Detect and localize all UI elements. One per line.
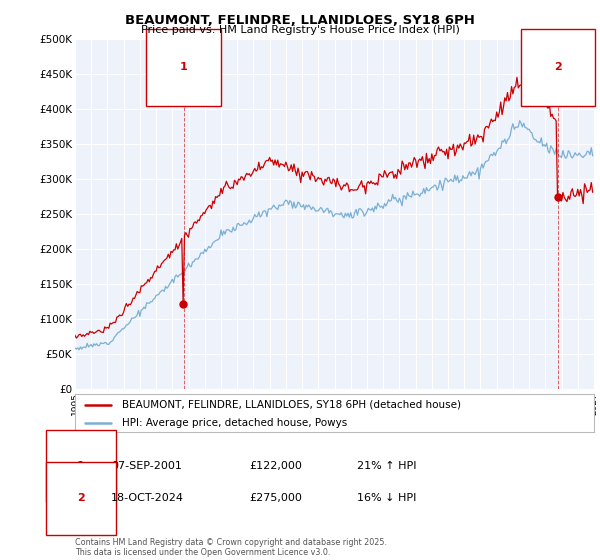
Text: 16% ↓ HPI: 16% ↓ HPI (357, 493, 416, 503)
Text: 2: 2 (77, 493, 85, 503)
Text: £122,000: £122,000 (249, 461, 302, 471)
Text: 2: 2 (554, 62, 562, 72)
Text: 07-SEP-2001: 07-SEP-2001 (111, 461, 182, 471)
Text: 1: 1 (179, 62, 187, 72)
Text: 18-OCT-2024: 18-OCT-2024 (111, 493, 184, 503)
Text: Contains HM Land Registry data © Crown copyright and database right 2025.
This d: Contains HM Land Registry data © Crown c… (75, 538, 387, 557)
Text: 1: 1 (77, 461, 85, 471)
Text: HPI: Average price, detached house, Powys: HPI: Average price, detached house, Powy… (122, 418, 347, 428)
Text: BEAUMONT, FELINDRE, LLANIDLOES, SY18 6PH: BEAUMONT, FELINDRE, LLANIDLOES, SY18 6PH (125, 14, 475, 27)
Text: 21% ↑ HPI: 21% ↑ HPI (357, 461, 416, 471)
Text: £275,000: £275,000 (249, 493, 302, 503)
Text: Price paid vs. HM Land Registry's House Price Index (HPI): Price paid vs. HM Land Registry's House … (140, 25, 460, 35)
Text: BEAUMONT, FELINDRE, LLANIDLOES, SY18 6PH (detached house): BEAUMONT, FELINDRE, LLANIDLOES, SY18 6PH… (122, 400, 461, 410)
